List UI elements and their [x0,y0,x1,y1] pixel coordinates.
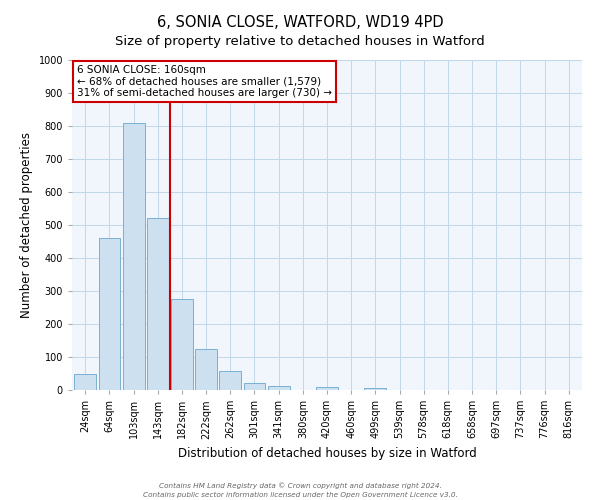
Text: 6 SONIA CLOSE: 160sqm
← 68% of detached houses are smaller (1,579)
31% of semi-d: 6 SONIA CLOSE: 160sqm ← 68% of detached … [77,65,332,98]
Bar [195,349,217,390]
Y-axis label: Number of detached properties: Number of detached properties [20,132,33,318]
Bar [98,238,121,390]
Text: Size of property relative to detached houses in Watford: Size of property relative to detached ho… [115,35,485,48]
Bar [220,371,241,390]
Bar [268,386,290,390]
Bar [123,122,145,390]
Bar [364,388,386,390]
Bar [171,299,193,390]
Bar [147,218,169,390]
Text: Contains HM Land Registry data © Crown copyright and database right 2024.
Contai: Contains HM Land Registry data © Crown c… [143,482,457,498]
X-axis label: Distribution of detached houses by size in Watford: Distribution of detached houses by size … [178,447,476,460]
Bar [74,374,96,390]
Text: 6, SONIA CLOSE, WATFORD, WD19 4PD: 6, SONIA CLOSE, WATFORD, WD19 4PD [157,15,443,30]
Bar [244,382,265,390]
Bar [316,388,338,390]
